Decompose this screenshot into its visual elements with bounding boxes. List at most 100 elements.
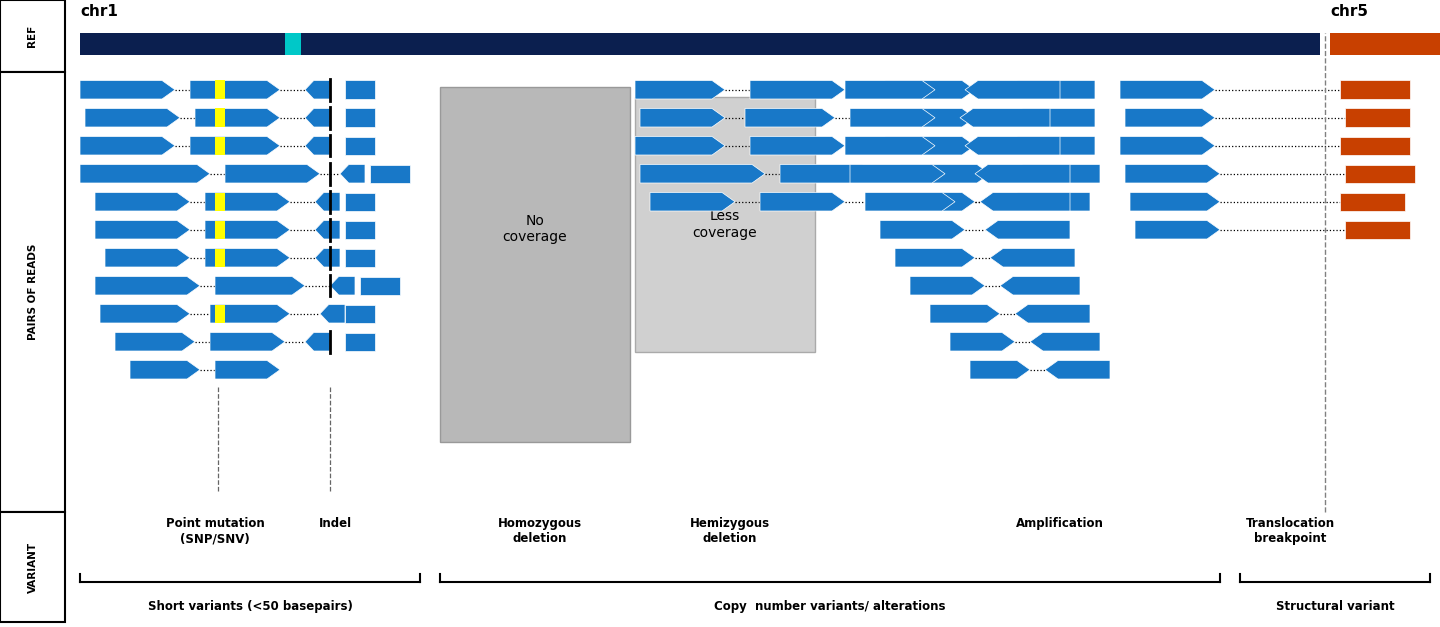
- Polygon shape: [960, 108, 1050, 127]
- Polygon shape: [215, 277, 305, 295]
- Bar: [0, 0, 65, 72]
- Polygon shape: [910, 277, 985, 295]
- Polygon shape: [95, 221, 190, 239]
- Polygon shape: [880, 108, 975, 127]
- Bar: [346, 108, 374, 127]
- Polygon shape: [845, 80, 935, 99]
- Polygon shape: [1009, 108, 1094, 127]
- Polygon shape: [865, 192, 955, 211]
- Polygon shape: [315, 248, 340, 267]
- Bar: [215, 80, 225, 99]
- Polygon shape: [965, 80, 1060, 99]
- Bar: [285, 33, 301, 55]
- Polygon shape: [744, 108, 835, 127]
- Polygon shape: [760, 192, 845, 211]
- Bar: [215, 192, 225, 211]
- Bar: [346, 332, 374, 351]
- Bar: [215, 305, 225, 323]
- Polygon shape: [950, 332, 1015, 351]
- Polygon shape: [886, 80, 975, 99]
- Polygon shape: [991, 248, 1076, 267]
- Text: Indel: Indel: [318, 517, 351, 530]
- Text: PAIRS OF READS: PAIRS OF READS: [27, 244, 37, 340]
- Bar: [1331, 33, 1440, 55]
- Polygon shape: [635, 137, 724, 155]
- Polygon shape: [886, 137, 975, 155]
- Bar: [346, 80, 374, 99]
- Polygon shape: [215, 361, 279, 379]
- Text: Less
coverage: Less coverage: [693, 209, 757, 240]
- Polygon shape: [1015, 305, 1090, 323]
- Polygon shape: [225, 164, 320, 183]
- Text: Homozygous
deletion: Homozygous deletion: [498, 517, 582, 545]
- Polygon shape: [340, 164, 364, 183]
- Polygon shape: [115, 332, 194, 351]
- Text: No
coverage: No coverage: [503, 214, 567, 244]
- Polygon shape: [305, 137, 330, 155]
- Bar: [346, 137, 374, 155]
- Bar: [370, 164, 410, 183]
- Bar: [346, 221, 374, 239]
- Bar: [635, 97, 815, 352]
- Polygon shape: [639, 108, 724, 127]
- Polygon shape: [1045, 361, 1110, 379]
- Bar: [215, 137, 225, 155]
- Polygon shape: [210, 332, 285, 351]
- Bar: [360, 277, 400, 295]
- Polygon shape: [850, 108, 935, 127]
- Polygon shape: [1135, 221, 1220, 239]
- Polygon shape: [95, 277, 200, 295]
- Bar: [441, 87, 631, 442]
- Polygon shape: [81, 80, 176, 99]
- Polygon shape: [1120, 137, 1215, 155]
- Text: Structural variant: Structural variant: [1276, 600, 1394, 613]
- Bar: [0, 72, 65, 512]
- Bar: [215, 108, 225, 127]
- Polygon shape: [850, 164, 945, 183]
- Polygon shape: [194, 108, 279, 127]
- Text: Copy  number variants/ alterations: Copy number variants/ alterations: [714, 600, 946, 613]
- Polygon shape: [999, 277, 1080, 295]
- Text: Hemizygous
deletion: Hemizygous deletion: [690, 517, 770, 545]
- Text: chr1: chr1: [81, 4, 118, 19]
- Polygon shape: [649, 192, 734, 211]
- Polygon shape: [1009, 164, 1100, 183]
- Polygon shape: [1005, 192, 1090, 211]
- Bar: [81, 33, 1320, 55]
- Bar: [346, 305, 374, 323]
- Polygon shape: [900, 164, 991, 183]
- Polygon shape: [204, 192, 289, 211]
- Polygon shape: [95, 192, 190, 211]
- Polygon shape: [971, 361, 1030, 379]
- Polygon shape: [99, 305, 190, 323]
- Polygon shape: [305, 332, 330, 351]
- Polygon shape: [1030, 332, 1100, 351]
- Polygon shape: [305, 108, 330, 127]
- Bar: [346, 192, 374, 211]
- Polygon shape: [204, 221, 289, 239]
- Polygon shape: [85, 108, 180, 127]
- Polygon shape: [105, 248, 190, 267]
- Bar: [1345, 221, 1410, 239]
- Polygon shape: [1125, 108, 1215, 127]
- Polygon shape: [639, 164, 765, 183]
- Polygon shape: [190, 80, 279, 99]
- Polygon shape: [880, 221, 965, 239]
- Bar: [1341, 137, 1410, 155]
- Polygon shape: [204, 248, 289, 267]
- Polygon shape: [315, 192, 340, 211]
- Text: Translocation
breakpoint: Translocation breakpoint: [1246, 517, 1335, 545]
- Polygon shape: [981, 192, 1070, 211]
- Polygon shape: [845, 137, 935, 155]
- Polygon shape: [896, 248, 975, 267]
- Bar: [1345, 108, 1410, 127]
- Polygon shape: [305, 80, 330, 99]
- Bar: [1341, 80, 1410, 99]
- Bar: [215, 248, 225, 267]
- Polygon shape: [750, 80, 845, 99]
- Polygon shape: [890, 192, 975, 211]
- Polygon shape: [81, 137, 176, 155]
- Polygon shape: [315, 221, 340, 239]
- Bar: [215, 221, 225, 239]
- Polygon shape: [1005, 80, 1094, 99]
